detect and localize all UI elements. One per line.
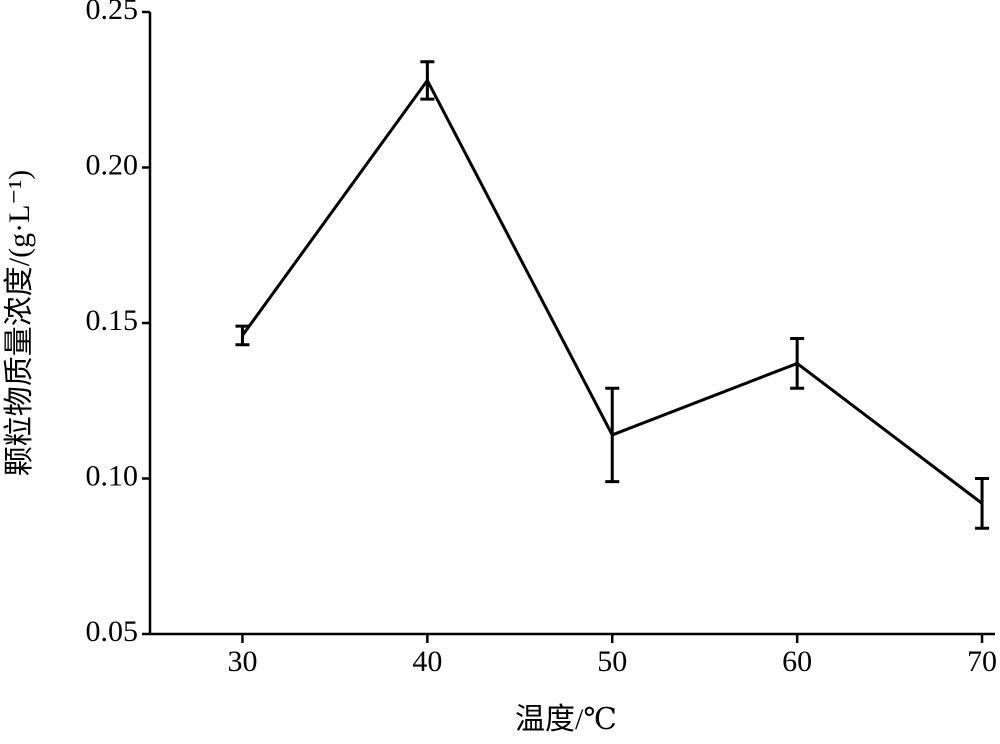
x-tick-label: 70 xyxy=(967,645,997,678)
x-tick-label: 50 xyxy=(597,645,627,678)
y-axis-label: 颗粒物质量浓度/(g·L⁻¹) xyxy=(3,170,36,476)
x-axis-label: 温度/℃ xyxy=(515,703,617,736)
y-tick-label: 0.15 xyxy=(86,304,139,337)
y-tick-label: 0.25 xyxy=(86,0,139,26)
x-tick-label: 60 xyxy=(782,645,812,678)
error-bar xyxy=(235,324,250,347)
x-tick-label: 30 xyxy=(227,645,257,678)
error-bar xyxy=(975,477,990,530)
y-tick-label: 0.05 xyxy=(86,615,139,648)
y-tick-label: 0.20 xyxy=(86,148,139,181)
error-bar xyxy=(420,60,435,101)
error-bar xyxy=(605,386,620,484)
error-bar xyxy=(790,337,805,390)
y-tick-label: 0.10 xyxy=(86,459,139,492)
x-tick-label: 40 xyxy=(412,645,442,678)
